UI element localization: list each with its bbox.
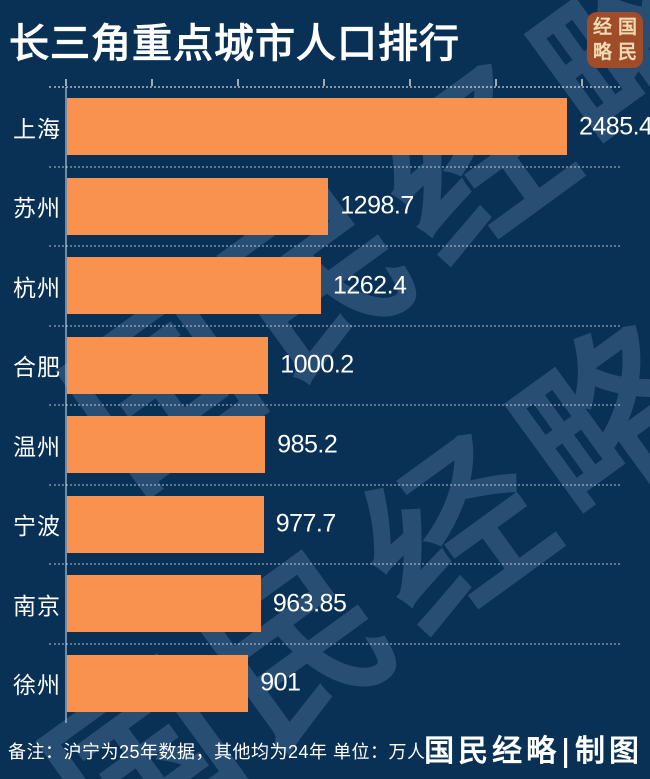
value-label: 977.7 xyxy=(275,509,337,538)
bar xyxy=(67,575,261,632)
row-separator xyxy=(49,642,620,645)
bar xyxy=(67,98,567,155)
axis-tick xyxy=(409,79,411,86)
row-separator xyxy=(49,483,620,486)
bar xyxy=(67,257,321,314)
bar xyxy=(67,495,264,553)
value-axis-line xyxy=(49,86,620,88)
row-separator xyxy=(49,324,620,327)
value-label: 901 xyxy=(260,668,301,697)
city-label: 上海 xyxy=(13,115,61,142)
seal-char-top-left: 经 xyxy=(592,16,612,38)
bar-chart: 上海 2485.4 苏州 1298.7 杭州 1262.4 合肥 1000.2 … xyxy=(0,87,650,723)
city-label: 合肥 xyxy=(13,354,61,381)
chart-row: 南京 963.85 xyxy=(0,564,650,645)
value-label: 985.2 xyxy=(277,430,338,459)
city-label: 苏州 xyxy=(13,195,61,222)
row-separator xyxy=(49,563,620,565)
bar xyxy=(67,416,266,473)
value-label: 1262.4 xyxy=(332,271,407,300)
row-separator xyxy=(49,404,620,406)
brand-seal: 经 国 略 民 xyxy=(587,12,643,68)
axis-tick xyxy=(65,79,67,86)
axis-tick xyxy=(237,79,239,86)
value-label: 1298.7 xyxy=(340,191,414,220)
row-separator xyxy=(49,165,620,168)
bar xyxy=(67,177,329,235)
chart-row: 合肥 1000.2 xyxy=(0,326,650,406)
axis-tick xyxy=(495,79,497,86)
city-label: 南京 xyxy=(13,592,61,619)
axis-tick xyxy=(581,79,583,86)
chart-row: 苏州 1298.7 xyxy=(0,167,650,247)
bar xyxy=(67,336,269,394)
city-label: 宁波 xyxy=(13,513,61,540)
chart-row: 上海 2485.4 xyxy=(0,87,650,168)
chart-row: 宁波 977.7 xyxy=(0,485,650,565)
axis-tick xyxy=(151,79,153,86)
city-label: 徐州 xyxy=(13,672,61,699)
bar xyxy=(67,654,249,712)
row-separator xyxy=(49,245,620,247)
value-label: 963.85 xyxy=(272,589,347,618)
seal-char-top-right: 国 xyxy=(617,16,637,38)
chart-row: 杭州 1262.4 xyxy=(0,246,650,327)
chart-row: 徐州 901 xyxy=(0,644,650,724)
seal-char-bottom-left: 略 xyxy=(592,41,612,63)
city-label: 杭州 xyxy=(13,274,61,301)
city-label: 温州 xyxy=(13,433,61,460)
seal-char-bottom-right: 民 xyxy=(617,41,637,63)
category-axis-line xyxy=(65,87,67,723)
chart-row: 温州 985.2 xyxy=(0,405,650,486)
page-title: 长三角重点城市人口排行 xyxy=(9,22,460,66)
value-label: 2485.4 xyxy=(579,112,650,141)
value-label: 1000.2 xyxy=(280,350,354,379)
axis-tick xyxy=(323,79,325,86)
credit-signature: 国民经略|制图 xyxy=(424,734,643,769)
footnote: 备注：沪宁为25年数据，其他均为24年 单位：万人 xyxy=(8,742,426,762)
